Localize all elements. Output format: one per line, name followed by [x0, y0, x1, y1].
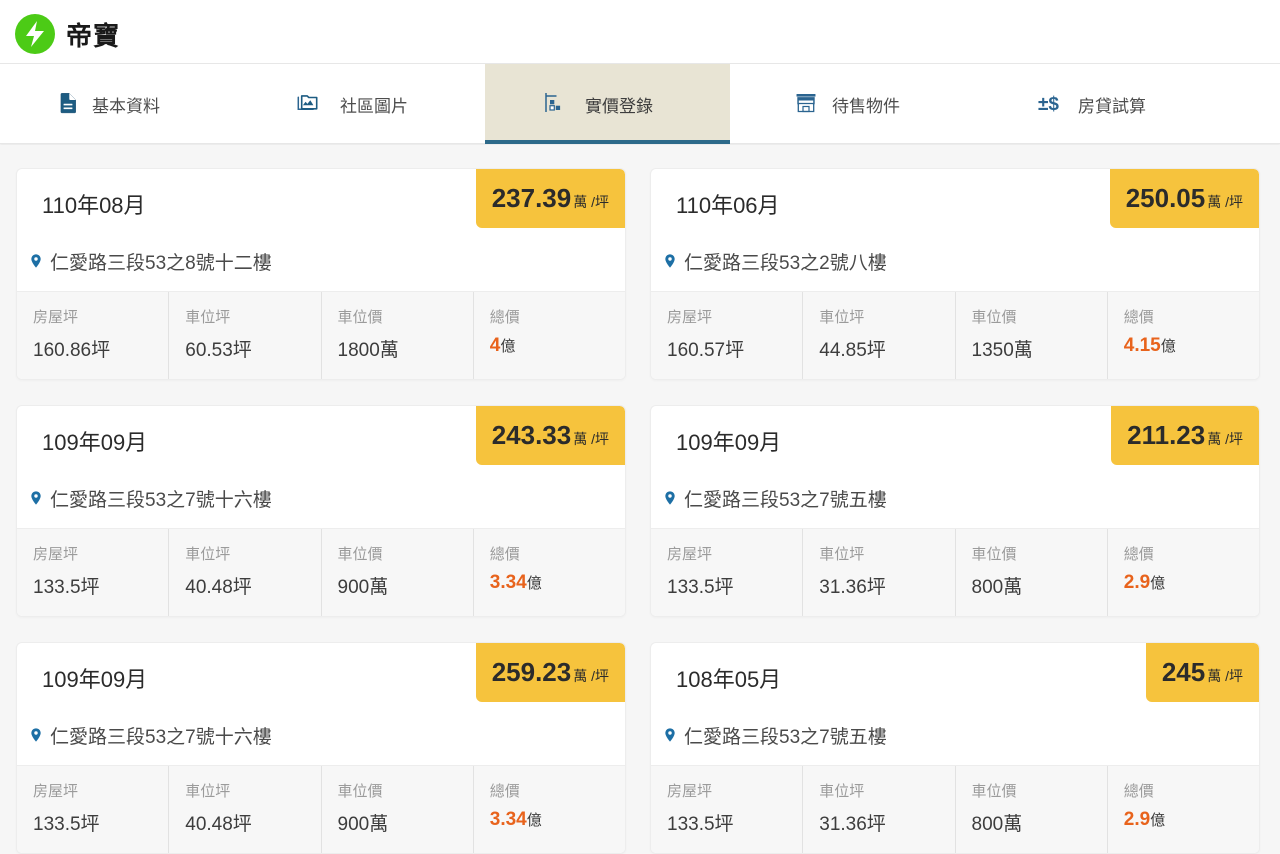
svg-text:±$: ±$	[1038, 94, 1059, 115]
